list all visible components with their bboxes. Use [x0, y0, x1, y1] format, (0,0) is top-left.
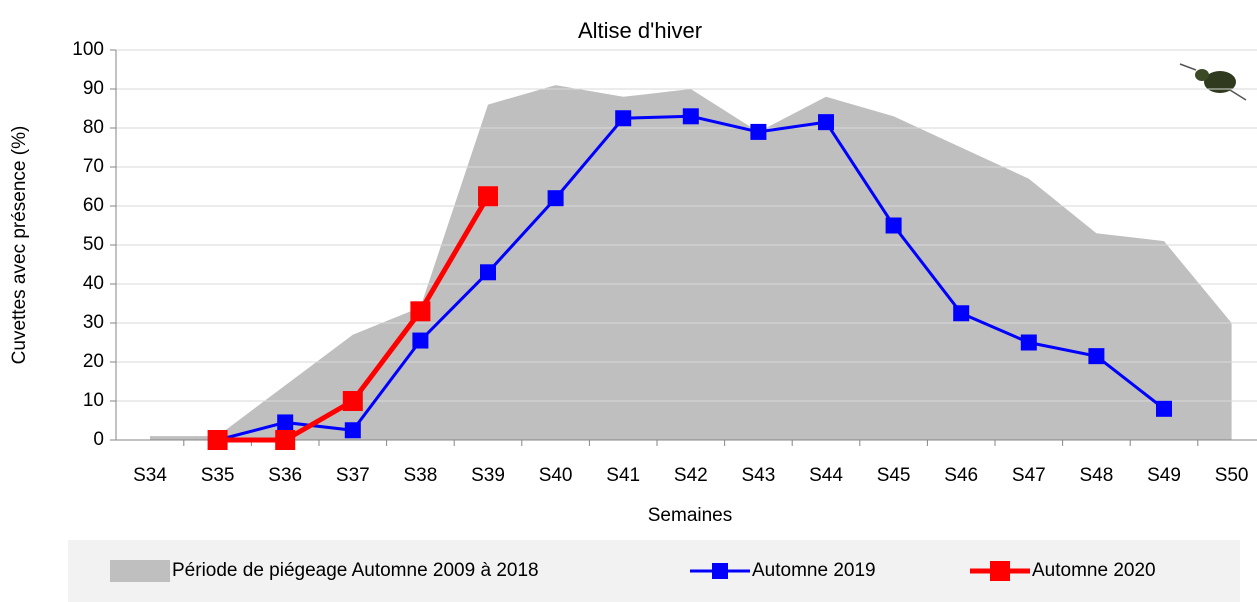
- marker: [345, 422, 361, 438]
- marker: [615, 110, 631, 126]
- marker: [683, 108, 699, 124]
- marker: [1021, 335, 1037, 351]
- logo: [1180, 64, 1246, 100]
- marker: [953, 305, 969, 321]
- x-tick-label: S37: [336, 465, 370, 486]
- legend-label: Période de piégeage Automne 2009 à 2018: [172, 560, 539, 581]
- legend-label: Automne 2019: [752, 560, 876, 581]
- x-tick-label: S42: [674, 465, 708, 486]
- x-tick-label: S34: [133, 465, 167, 486]
- marker: [480, 264, 496, 280]
- legend-marker: [990, 561, 1010, 581]
- x-tick-label: S38: [403, 465, 437, 486]
- x-tick-label: S43: [741, 465, 775, 486]
- x-tick-label: S46: [944, 465, 978, 486]
- legend-label: Automne 2020: [1032, 560, 1156, 581]
- x-axis-label: Semaines: [648, 505, 733, 526]
- y-tick-label: 70: [83, 156, 104, 177]
- y-tick-label: 0: [93, 429, 104, 450]
- marker: [410, 301, 430, 321]
- y-tick-label: 50: [83, 234, 104, 255]
- x-tick-label: S45: [877, 465, 911, 486]
- legend-swatch: [110, 560, 170, 582]
- x-tick-label: S40: [539, 465, 573, 486]
- y-tick-label: 30: [83, 312, 104, 333]
- x-tick-label: S39: [471, 465, 505, 486]
- legend-marker: [712, 563, 728, 579]
- marker: [412, 333, 428, 349]
- marker: [208, 430, 228, 450]
- y-tick-label: 80: [83, 117, 104, 138]
- y-tick-label: 90: [83, 78, 104, 99]
- marker: [750, 124, 766, 140]
- y-tick-label: 10: [83, 390, 104, 411]
- y-tick-label: 40: [83, 273, 104, 294]
- marker: [275, 430, 295, 450]
- marker: [1156, 401, 1172, 417]
- y-tick-label: 20: [83, 351, 104, 372]
- y-axis-label: Cuvettes avec présence (%): [9, 126, 30, 365]
- x-tick-label: S47: [1012, 465, 1046, 486]
- x-tick-label: S49: [1147, 465, 1181, 486]
- chart-title: Altise d'hiver: [578, 18, 702, 43]
- marker: [343, 391, 363, 411]
- x-tick-label: S44: [809, 465, 843, 486]
- x-tick-label: S48: [1079, 465, 1113, 486]
- y-tick-label: 100: [72, 39, 104, 60]
- marker: [478, 186, 498, 206]
- x-tick-label: S50: [1215, 465, 1249, 486]
- marker: [1088, 348, 1104, 364]
- marker: [277, 414, 293, 430]
- x-tick-label: S36: [268, 465, 302, 486]
- y-tick-label: 60: [83, 195, 104, 216]
- marker: [548, 190, 564, 206]
- area: [150, 85, 1232, 440]
- x-tick-label: S35: [201, 465, 235, 486]
- chart: Altise d'hiver Semaines Cuvettes avec pr…: [0, 0, 1257, 602]
- marker: [886, 218, 902, 234]
- marker: [818, 114, 834, 130]
- x-tick-label: S41: [606, 465, 640, 486]
